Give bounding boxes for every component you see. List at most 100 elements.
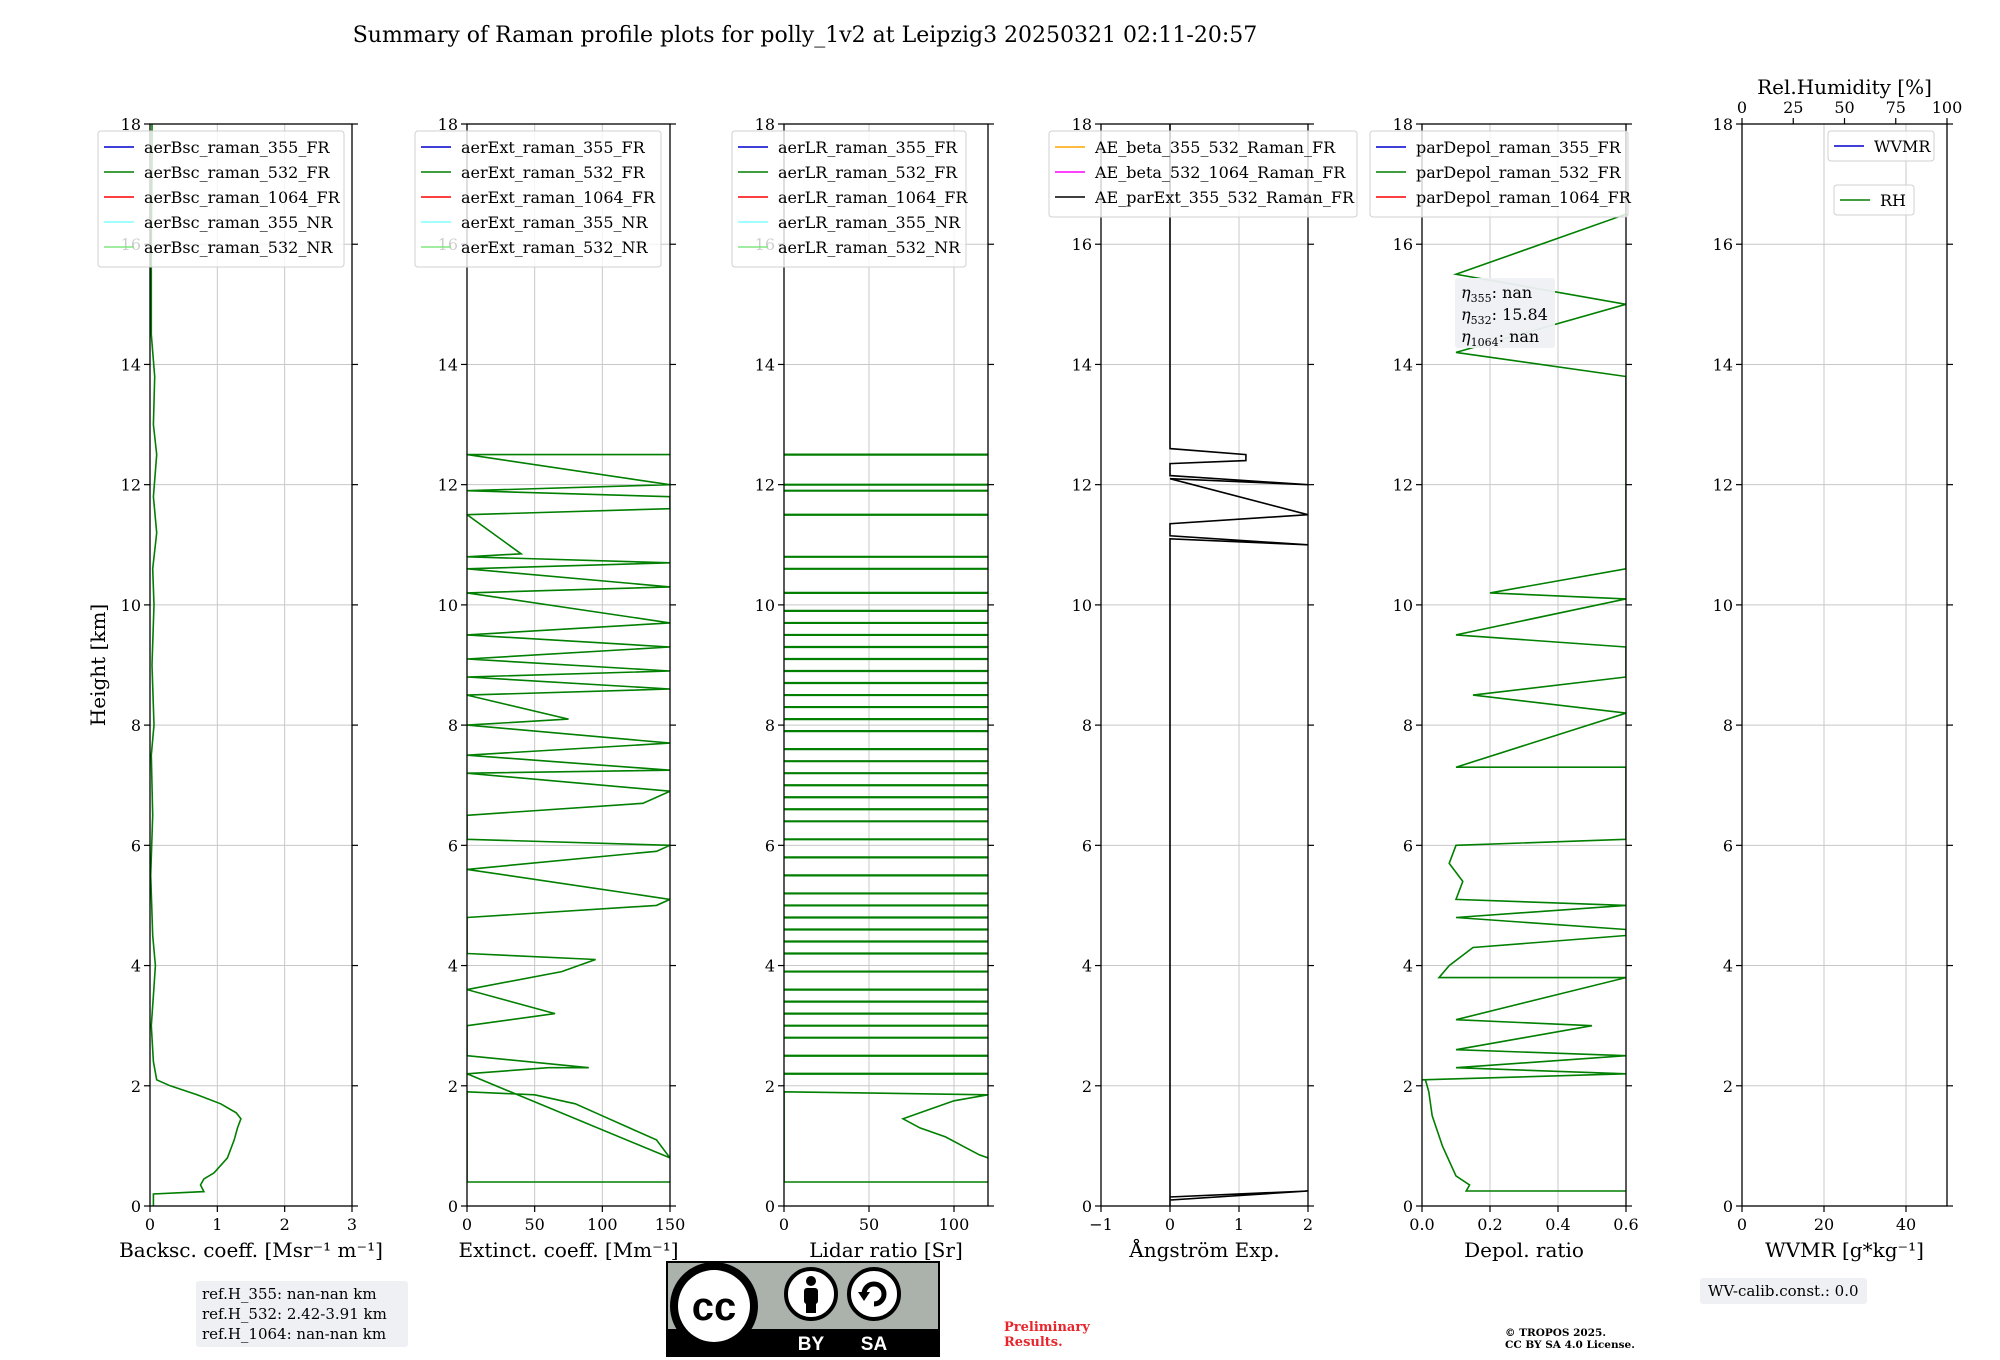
x-axis-label: WVMR [g*kg⁻¹] bbox=[1765, 1238, 1924, 1262]
legend-label: aerLR_raman_532_NR bbox=[778, 238, 961, 257]
y-tick-label: 6 bbox=[1403, 836, 1413, 855]
preliminary-results-note: Preliminary Results. bbox=[1004, 1320, 1090, 1350]
figure-title: Summary of Raman profile plots for polly… bbox=[353, 23, 1258, 48]
y-tick-label: 4 bbox=[1403, 957, 1413, 976]
y-tick-label: 8 bbox=[1082, 716, 1092, 735]
top-x-tick-label: 75 bbox=[1886, 98, 1906, 117]
y-tick-label: 18 bbox=[121, 115, 141, 134]
y-tick-label: 18 bbox=[1072, 115, 1092, 134]
legend-box bbox=[1048, 130, 1358, 218]
y-tick-label: 0 bbox=[1723, 1197, 1733, 1216]
x-tick-label: 2 bbox=[280, 1215, 290, 1234]
y-tick-label: 18 bbox=[755, 115, 775, 134]
chart-panel-5: 0.0 0.2 0.4 0.6 0 2 4 6 8 10 12 14 16 18 Depol. ratio p… bbox=[1369, 115, 1639, 1262]
y-tick-label: 16 bbox=[1393, 235, 1413, 254]
y-tick-label: 2 bbox=[765, 1077, 775, 1096]
axes-frame bbox=[1100, 123, 1309, 1207]
legend-label-rh: RH bbox=[1880, 191, 1906, 210]
legend-label: aerExt_raman_355_FR bbox=[461, 138, 646, 157]
y-tick-label: 16 bbox=[1713, 235, 1733, 254]
y-tick-label: 2 bbox=[131, 1077, 141, 1096]
top-x-axis-label: Rel.Humidity [%] bbox=[1757, 75, 1932, 99]
y-tick-label: 14 bbox=[438, 355, 458, 374]
series-line-aerExt_raman_532_FR bbox=[467, 453, 670, 1183]
x-tick-label: 0 bbox=[145, 1215, 155, 1234]
y-tick-label: 14 bbox=[121, 355, 141, 374]
series-line-aerBsc_raman_532_FR bbox=[150, 124, 242, 1206]
y-tick-label: 18 bbox=[1713, 115, 1733, 134]
y-tick-label: 12 bbox=[1393, 476, 1413, 495]
cc-logo-icon: cc bbox=[670, 1262, 758, 1350]
legend-label: aerBsc_raman_532_FR bbox=[144, 163, 330, 182]
x-tick-label: 2 bbox=[1303, 1215, 1313, 1234]
axes-frame bbox=[1741, 123, 1948, 1207]
axes-frame bbox=[149, 123, 353, 1207]
legend-label: aerExt_raman_355_NR bbox=[461, 213, 649, 232]
x-tick-label: 1 bbox=[212, 1215, 222, 1234]
y-tick-label: 10 bbox=[121, 596, 141, 615]
legend-label: aerLR_raman_532_FR bbox=[778, 163, 958, 182]
legend-box-rh bbox=[1833, 184, 1915, 216]
x-tick-label: 0.2 bbox=[1477, 1215, 1502, 1234]
x-tick-label: 40 bbox=[1896, 1215, 1916, 1234]
axes-frame bbox=[466, 123, 671, 1207]
top-x-tick-label: 25 bbox=[1783, 98, 1803, 117]
chart-panel-2: 050100150024681012141618Extinct. coeff. … bbox=[414, 115, 685, 1262]
legend-label: aerLR_raman_1064_FR bbox=[778, 188, 968, 207]
legend-label: AE_beta_532_1064_Raman_FR bbox=[1094, 163, 1346, 182]
legend-label: aerExt_raman_532_NR bbox=[461, 238, 649, 257]
y-tick-label: 8 bbox=[131, 716, 141, 735]
eta-line: η1064: nan bbox=[1461, 327, 1539, 349]
legend-label: AE_beta_355_532_Raman_FR bbox=[1094, 138, 1336, 157]
wv-calibration-box: WV-calib.const.: 0.0 bbox=[1700, 1278, 1867, 1304]
y-tick-label: 4 bbox=[1723, 957, 1733, 976]
eta-line: η532: 15.84 bbox=[1461, 305, 1548, 327]
top-x-tick-label: 50 bbox=[1834, 98, 1854, 117]
attribution-person-icon bbox=[784, 1267, 838, 1321]
cc-license-badge: cc BY SA bbox=[666, 1261, 940, 1357]
legend-box bbox=[731, 130, 967, 268]
x-tick-label: 50 bbox=[524, 1215, 544, 1234]
x-axis-label: Ångström Exp. bbox=[1128, 1237, 1279, 1262]
y-tick-label: 10 bbox=[438, 596, 458, 615]
y-tick-label: 6 bbox=[1723, 836, 1733, 855]
top-x-tick-label: 0 bbox=[1737, 98, 1747, 117]
y-tick-label: 2 bbox=[448, 1077, 458, 1096]
y-tick-label: 14 bbox=[755, 355, 775, 374]
y-tick-label: 18 bbox=[1393, 115, 1413, 134]
legend-label: parDepol_raman_1064_FR bbox=[1416, 188, 1632, 207]
y-axis-label: Height [km] bbox=[86, 604, 110, 726]
series-group bbox=[1169, 124, 1308, 1206]
y-tick-label: 8 bbox=[448, 716, 458, 735]
y-tick-label: 6 bbox=[765, 836, 775, 855]
legend-label: aerBsc_raman_532_NR bbox=[144, 238, 333, 257]
svg-text:cc: cc bbox=[692, 1285, 737, 1329]
x-axis-label: Extinct. coeff. [Mm⁻¹] bbox=[458, 1238, 678, 1262]
y-tick-label: 6 bbox=[1082, 836, 1092, 855]
y-tick-label: 6 bbox=[131, 836, 141, 855]
legend-label: aerBsc_raman_1064_FR bbox=[144, 188, 341, 207]
axes-frame bbox=[1421, 123, 1627, 1207]
eta-line: η355: nan bbox=[1461, 283, 1532, 305]
x-tick-label: 0.6 bbox=[1613, 1215, 1638, 1234]
y-tick-label: 10 bbox=[1393, 596, 1413, 615]
y-tick-label: 10 bbox=[1713, 596, 1733, 615]
x-tick-label: 0 bbox=[1165, 1215, 1175, 1234]
badge-sa-label: SA bbox=[861, 1334, 888, 1355]
y-tick-label: 14 bbox=[1713, 355, 1733, 374]
y-tick-label: 4 bbox=[765, 957, 775, 976]
legend-box bbox=[1369, 130, 1629, 218]
y-tick-label: 4 bbox=[1082, 957, 1092, 976]
y-tick-label: 4 bbox=[448, 957, 458, 976]
legend-box bbox=[97, 130, 345, 268]
top-x-tick-label: 100 bbox=[1932, 98, 1963, 117]
legend-label: aerBsc_raman_355_NR bbox=[144, 213, 333, 232]
x-axis-label: Depol. ratio bbox=[1464, 1238, 1584, 1262]
x-axis-label: Backsc. coeff. [Msr⁻¹ m⁻¹] bbox=[119, 1238, 383, 1262]
series-line-aerLR_raman_532_FR bbox=[784, 1090, 988, 1183]
legend-label: aerLR_raman_355_NR bbox=[778, 213, 961, 232]
y-tick-label: 16 bbox=[1072, 235, 1092, 254]
ref-height-1064: ref.H_1064: nan-nan km bbox=[202, 1325, 387, 1343]
y-tick-label: 0 bbox=[765, 1197, 775, 1216]
